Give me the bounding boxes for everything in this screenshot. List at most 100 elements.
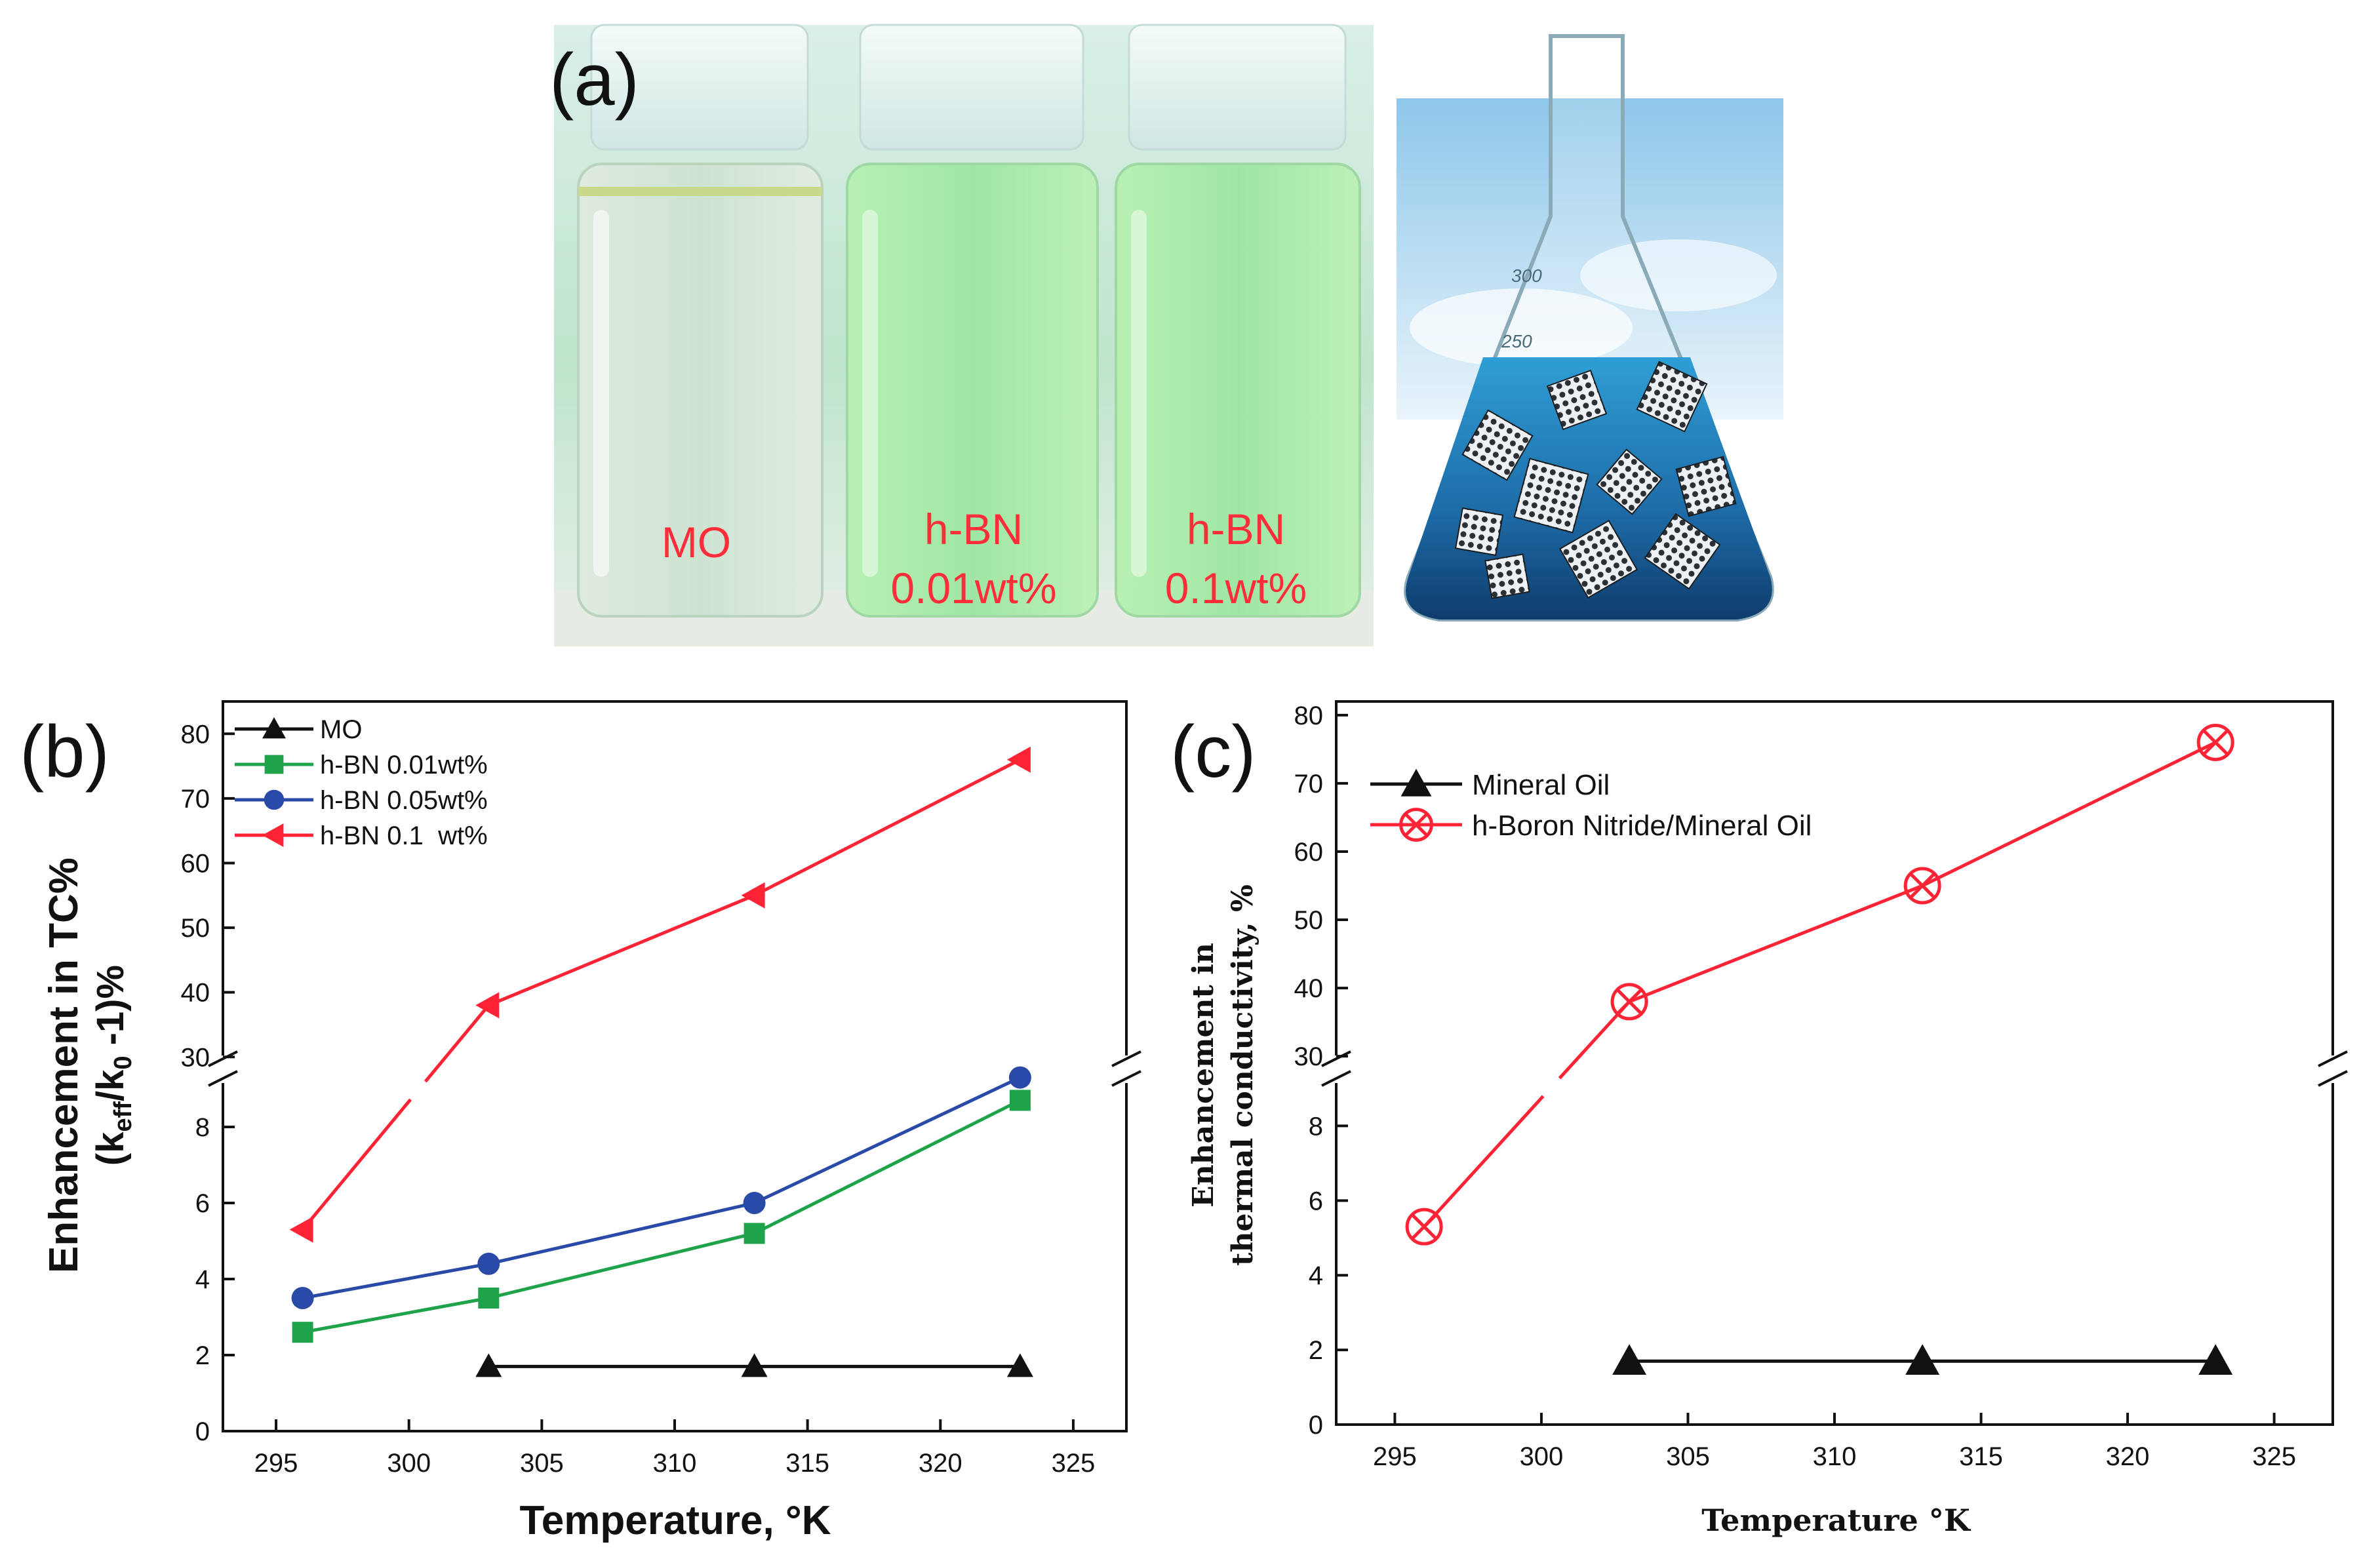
- panel-b: (b) 295 300 305 310 315 320 325 0 2 4 6 8 30 40 50 60 7…: [20, 700, 1141, 1543]
- legend-marker: [264, 755, 284, 774]
- data-point: [1006, 746, 1031, 773]
- data-point: [1008, 1066, 1031, 1089]
- vial-label-mo: MO: [662, 518, 731, 566]
- legend-marker: [264, 789, 285, 810]
- vial-hbn-001: [846, 24, 1099, 618]
- panel-a-label: (a): [549, 39, 639, 121]
- series-line: [302, 1296, 489, 1334]
- series-line: [1922, 741, 2217, 888]
- x-tick-label: 320: [919, 1449, 962, 1478]
- x-tick-label: 310: [1813, 1442, 1857, 1471]
- data-point: [741, 882, 765, 909]
- b-legend-hbn-01: h-BN 0.1 wt%: [320, 821, 488, 850]
- data-point: [475, 992, 500, 1019]
- y-tick-label: 80: [181, 720, 210, 749]
- x-tick-label: 295: [1373, 1442, 1417, 1471]
- x-tick-label: 315: [785, 1449, 829, 1478]
- flask-mark-300: 300: [1511, 266, 1542, 286]
- y-tick-label: 6: [1309, 1187, 1323, 1215]
- data-point: [477, 1252, 500, 1275]
- x-tick-label: 300: [387, 1449, 431, 1478]
- vial-label-hbn-2-conc: 0.1wt%: [1165, 564, 1307, 612]
- flask-illustration: 300 250: [1397, 34, 1783, 621]
- b-legend-hbn-001: h-BN 0.01wt%: [320, 751, 488, 779]
- data-point: [2196, 723, 2234, 761]
- panel-c-label: (c): [1170, 711, 1256, 793]
- series-0: [1612, 1344, 2233, 1375]
- y-tick-label: 4: [195, 1265, 210, 1294]
- x-tick-label: 325: [2252, 1442, 2296, 1471]
- data-point: [1903, 867, 1941, 905]
- y-tick-label: 30: [1294, 1042, 1324, 1071]
- series-line: [488, 894, 755, 1007]
- b-y-ticks: 0 2 4 6 8 30 40 50 60 70 80: [181, 720, 235, 1446]
- y-tick-label: 60: [181, 849, 210, 878]
- data-point: [289, 1216, 313, 1243]
- data-point: [475, 1353, 502, 1377]
- data-point: [2198, 1344, 2233, 1375]
- y-tick-label: 40: [181, 979, 210, 1008]
- b-x-ticks: 295 300 305 310 315 320 325: [254, 1419, 1096, 1478]
- x-tick-label: 320: [2106, 1442, 2150, 1471]
- data-point: [1405, 1208, 1443, 1246]
- data-point: [478, 1288, 500, 1309]
- data-point: [1610, 983, 1648, 1021]
- series-line: [302, 1262, 489, 1300]
- y-tick-label: 40: [1294, 974, 1324, 1003]
- data-point: [743, 1192, 766, 1214]
- x-tick-label: 300: [1520, 1442, 1564, 1471]
- legend-marker: [1400, 768, 1432, 797]
- y-tick-label: 8: [195, 1113, 210, 1142]
- y-tick-label: 4: [1309, 1261, 1323, 1290]
- c-series: [1405, 723, 2234, 1375]
- y-tick-label: 50: [1294, 906, 1324, 935]
- data-point: [1006, 1353, 1033, 1377]
- data-point: [744, 1223, 765, 1244]
- b-legend-mo: MO: [320, 715, 362, 744]
- c-y-ticks: 0 2 4 6 8 30 40 50 60 70 80: [1294, 701, 1348, 1440]
- y-tick-label: 80: [1294, 701, 1324, 730]
- vial-mo: [577, 24, 823, 618]
- y-tick-label: 0: [195, 1417, 210, 1446]
- b-y-axis-label-line1: Enhancement in TC%: [41, 857, 87, 1273]
- x-tick-label: 295: [254, 1449, 298, 1478]
- y-tick-label: 0: [1309, 1411, 1323, 1440]
- series-0: [475, 1353, 1033, 1377]
- series-line: [488, 1201, 755, 1266]
- x-tick-label: 305: [520, 1449, 564, 1478]
- b-legend: MO h-BN 0.01wt% h-BN 0.05wt% h-BN 0.1 wt…: [235, 715, 488, 850]
- y-tick-label: 2: [1309, 1336, 1323, 1365]
- x-tick-label: 305: [1666, 1442, 1710, 1471]
- data-point: [1905, 1344, 1940, 1375]
- y-tick-label: 8: [1309, 1112, 1323, 1141]
- series-2: [291, 1066, 1031, 1309]
- panel-c: (c) 295 300 305 310 315 320 325 0 2 4 6 8 30 40 50 60 7…: [1170, 700, 2348, 1538]
- y-tick-label: 70: [181, 785, 210, 814]
- b-legend-hbn-005: h-BN 0.05wt%: [320, 786, 488, 815]
- c-x-ticks: 295 300 305 310 315 320 325: [1373, 1413, 2296, 1471]
- data-point: [291, 1287, 314, 1309]
- series-line: [1423, 1095, 1545, 1228]
- y-tick-label: 6: [195, 1189, 210, 1218]
- data-point: [292, 1322, 313, 1343]
- legend-marker: [262, 717, 286, 739]
- x-tick-label: 315: [1959, 1442, 2003, 1471]
- series-3: [289, 746, 1031, 1243]
- panel-b-label: (b): [20, 711, 109, 793]
- data-point: [741, 1353, 768, 1377]
- data-point: [1612, 1344, 1647, 1375]
- x-tick-label: 325: [1052, 1449, 1096, 1478]
- y-tick-label: 2: [195, 1341, 210, 1370]
- series-line: [1629, 884, 1924, 1004]
- legend-marker: [1399, 808, 1433, 842]
- b-x-axis-label: Temperature, °K: [520, 1498, 831, 1543]
- series-line: [753, 1099, 1021, 1235]
- series-line: [753, 1076, 1021, 1205]
- vial-label-hbn-2: h-BN: [1187, 505, 1285, 553]
- c-legend-hbn-mineral-oil: h-Boron Nitride/Mineral Oil: [1472, 810, 1812, 842]
- data-point: [1009, 1090, 1031, 1111]
- series-line: [753, 758, 1021, 897]
- series-line: [488, 1231, 755, 1300]
- series-1: [1405, 723, 2234, 1246]
